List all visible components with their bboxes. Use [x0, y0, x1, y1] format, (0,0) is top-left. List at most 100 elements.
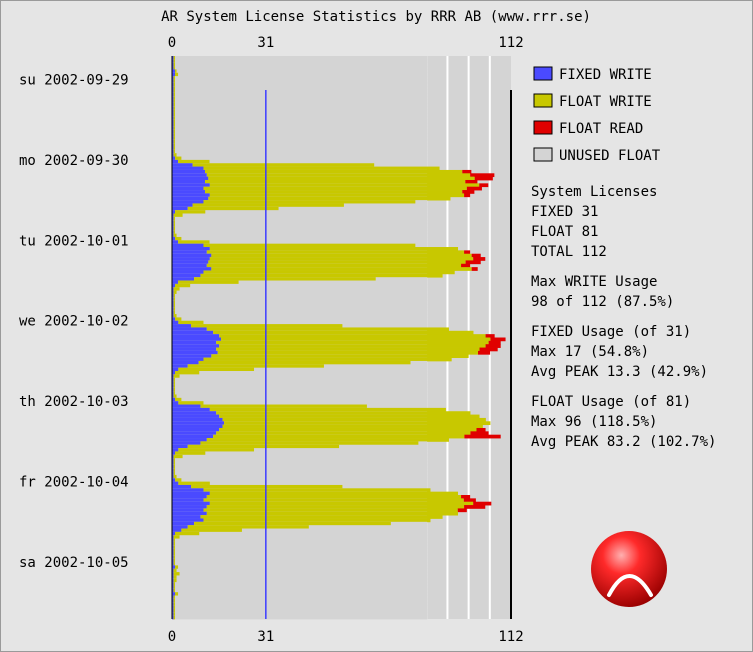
fixed-write-bar	[172, 424, 223, 429]
labels-layer: 0 0 31 31 112 112 su 2002-09-29 mo 2002-09-30 tu…	[19, 35, 524, 645]
fixed-write-bar	[172, 293, 174, 298]
float-write-bar	[175, 69, 177, 74]
float-write-bar	[206, 327, 449, 332]
fixed-write-bar	[172, 123, 174, 127]
stats-line: TOTAL 112	[531, 244, 607, 260]
float-write-bar	[173, 220, 176, 224]
float-write-bar	[191, 324, 343, 328]
fixed-write-bar	[172, 196, 209, 201]
fixed-write-bar	[172, 528, 182, 533]
float-write-bar	[173, 297, 176, 302]
float-write-bar	[175, 371, 200, 375]
float-write-bar	[219, 344, 486, 348]
fixed-write-bar	[172, 350, 218, 355]
fixed-write-bar	[172, 414, 220, 419]
fixed-write-bar	[172, 568, 174, 573]
unused-float-bar	[172, 384, 428, 389]
float-write-bar	[173, 568, 177, 573]
float-write-bar	[173, 223, 176, 228]
fixed-write-bar	[172, 163, 193, 167]
fixed-write-bar	[172, 575, 174, 580]
fixed-write-bar	[172, 337, 222, 342]
float-write-bar	[208, 196, 451, 201]
fixed-write-bar	[172, 126, 174, 131]
unused-float-bar	[172, 598, 428, 603]
unused-float-bar	[172, 595, 428, 600]
unused-float-bar	[172, 454, 428, 459]
fixed-write-bar	[172, 360, 199, 365]
fixed-write-bar	[172, 545, 174, 550]
float-write-bar	[211, 354, 469, 359]
unused-float-bar	[172, 608, 428, 613]
unused-float-bar	[172, 303, 428, 308]
fixed-write-bar	[172, 498, 204, 503]
bars-layer	[172, 56, 506, 620]
unused-float-bar	[172, 528, 428, 533]
unused-float-bar	[172, 612, 428, 617]
unused-float-bar	[172, 72, 428, 77]
float-read-bar	[461, 263, 471, 268]
fixed-write-bar	[172, 320, 179, 325]
fixed-write-bar	[172, 531, 176, 536]
unused-float-bar	[172, 394, 428, 399]
fixed-write-bar	[172, 92, 174, 97]
float-write-bar	[173, 76, 176, 80]
stats-line: 98 of 112 (87.5%)	[531, 294, 674, 310]
unused-float-bar	[172, 102, 428, 107]
unused-float-bar	[172, 585, 428, 590]
float-write-bar	[192, 203, 344, 208]
fixed-write-bar	[172, 307, 174, 312]
unused-float-bar	[172, 481, 428, 486]
float-write-bar	[203, 498, 464, 503]
float-write-bar	[173, 102, 176, 107]
float-write-bar	[173, 615, 176, 620]
fixed-write-bar	[172, 233, 174, 238]
unused-float-bar	[172, 240, 428, 245]
float-write-bar	[173, 133, 176, 137]
day-label: mo 2002-09-30	[19, 153, 129, 169]
float-write-bar	[173, 602, 176, 606]
legend-label: FLOAT WRITE	[559, 94, 652, 110]
float-write-bar	[175, 210, 206, 214]
fixed-write-bar	[172, 250, 207, 255]
fixed-write-bar	[172, 555, 174, 560]
unused-float-bar	[172, 387, 428, 392]
float-write-bar	[211, 267, 472, 271]
float-write-bar	[219, 414, 480, 419]
day-label: fr 2002-10-04	[19, 475, 129, 491]
float-write-bar	[203, 243, 416, 248]
float-write-bar	[173, 300, 176, 305]
unused-float-bar	[172, 377, 428, 382]
float-write-bar	[173, 464, 176, 469]
stats-line: FIXED Usage (of 31)	[531, 324, 691, 340]
float-write-bar	[173, 471, 176, 476]
float-write-bar	[173, 293, 176, 298]
fixed-write-bar	[172, 612, 174, 617]
float-read-bar	[473, 257, 486, 261]
unused-float-bar	[172, 92, 428, 97]
fixed-write-bar	[172, 179, 205, 184]
fixed-write-bar	[172, 354, 212, 359]
float-read-bar	[465, 260, 481, 265]
unused-float-bar	[172, 59, 428, 64]
fixed-write-bar	[172, 112, 174, 117]
float-write-bar	[175, 156, 182, 161]
unused-float-bar	[172, 153, 428, 157]
float-write-bar	[175, 531, 200, 536]
fixed-write-bar	[172, 263, 207, 268]
float-read-bar	[479, 183, 489, 188]
float-write-bar	[173, 290, 177, 295]
unused-float-bar	[172, 156, 428, 161]
fixed-write-bar	[172, 106, 174, 111]
float-write-bar	[173, 548, 176, 553]
float-write-bar	[203, 200, 416, 204]
float-write-bar	[198, 360, 411, 365]
float-write-bar	[173, 605, 176, 610]
fixed-write-bar	[172, 340, 217, 345]
unused-float-bar	[172, 565, 428, 570]
float-write-bar	[173, 394, 177, 399]
fixed-write-bar	[172, 608, 174, 613]
fixed-write-bar	[172, 169, 205, 174]
float-write-bar	[173, 230, 176, 235]
